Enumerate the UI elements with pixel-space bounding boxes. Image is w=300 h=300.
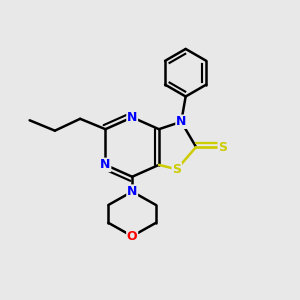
Text: S: S [172,163,181,176]
Text: N: N [100,158,111,171]
Text: N: N [127,185,137,198]
Text: N: N [127,111,137,124]
Text: N: N [176,115,186,128]
Text: O: O [127,230,137,243]
Text: S: S [218,140,227,154]
